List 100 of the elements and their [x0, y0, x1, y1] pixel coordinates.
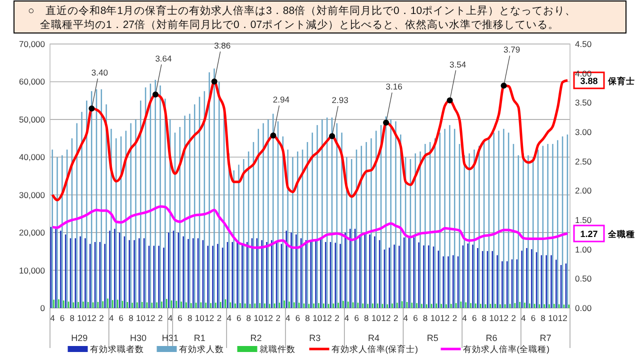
x-tick-label: 10	[77, 313, 87, 323]
x-tick-label: 6	[354, 313, 360, 323]
x-tick-label: 8	[540, 313, 546, 323]
x-tick-label: 6	[236, 313, 242, 323]
text: R6	[486, 333, 498, 343]
legend-label: 有効求人数	[178, 344, 224, 354]
y-tick-label: 50,000	[19, 114, 46, 124]
text: R2	[250, 333, 262, 343]
data-label: 3.79	[504, 44, 520, 55]
x-tick-label: 8	[305, 313, 310, 323]
y-tick-label: 40,000	[19, 152, 46, 162]
x-tick-label: 4	[168, 313, 173, 323]
text: H31	[162, 333, 178, 343]
y2-tick-label: 4.50	[575, 39, 592, 49]
x-tick-label: 8	[364, 313, 370, 323]
legend-label: 有効求人倍率(全職種)	[462, 344, 550, 354]
y-tick-label: 30,000	[19, 190, 46, 200]
text: H29	[71, 333, 88, 343]
x-tick-label: 12	[146, 313, 156, 323]
y2-tick-label: 1.50	[575, 215, 592, 225]
text: H30	[130, 333, 147, 343]
x-tick-label: 10	[254, 313, 264, 323]
data-label: 2.93	[332, 95, 349, 106]
x-tick-label: 4	[521, 313, 526, 323]
x-tick-label: 8	[128, 313, 134, 323]
x-tick-label: 8	[482, 313, 487, 323]
y2-tick-label: 3.00	[575, 127, 592, 137]
x-tick-label: 8	[70, 313, 75, 323]
y2-tick-label: 0.50	[575, 274, 592, 284]
x-tick-label: 8	[187, 313, 192, 323]
data-label: 3.54	[450, 59, 466, 70]
chart-subtitle: 全職種平均の1．27倍（対前年同月比で0．07ポイント減少）と比べると、依然高い水準で推移している。	[40, 18, 560, 31]
y-tick-label: 10,000	[19, 265, 46, 276]
text: 保育士	[607, 74, 635, 86]
x-tick-label: 2	[334, 313, 340, 323]
x-tick-label: 10	[430, 313, 440, 323]
data-label: 2.94	[272, 94, 290, 105]
text: R5	[426, 333, 438, 343]
x-tick-label: 4	[226, 313, 232, 323]
x-tick-label: 2	[158, 313, 164, 323]
x-tick-label: 12	[558, 313, 568, 323]
x-tick-label: 12	[499, 313, 509, 323]
y-tick-label: 20,000	[19, 228, 46, 238]
x-tick-label: 6	[295, 313, 300, 323]
data-label: 1.27	[580, 228, 598, 239]
y2-tick-label: 0.00	[575, 303, 592, 313]
x-tick-label: 10	[489, 313, 499, 323]
x-tick-label: 4	[344, 313, 350, 323]
y2-tick-label: 1.00	[575, 244, 592, 254]
x-tick-label: 10	[548, 313, 558, 323]
text: R7	[540, 333, 552, 343]
x-tick-label: 2	[99, 313, 104, 323]
x-tick-label: 12	[381, 313, 392, 323]
legend-label: 有効求職者数	[90, 344, 144, 354]
x-tick-label: 4	[462, 313, 468, 323]
x-tick-label: 2	[452, 313, 458, 323]
x-tick-label: 6	[530, 313, 536, 323]
legend-label: 有効求人倍率(保育士)	[331, 344, 418, 354]
x-tick-label: 6	[413, 313, 418, 323]
text: 全職種	[607, 228, 635, 239]
x-tick-label: 10	[136, 313, 146, 323]
y-tick-label: 70,000	[19, 39, 46, 49]
x-tick-label: 8	[422, 313, 428, 323]
y-tick-label: 60,000	[19, 76, 46, 87]
text: R3	[309, 333, 321, 343]
x-tick-label: 12	[264, 313, 274, 323]
x-tick-label: 6	[472, 313, 477, 323]
x-tick-label: 2	[276, 313, 281, 323]
chart-title: ○ 直近の令和8年1月の保育士の有効求人倍率は3．88倍（対前年同月比で0．10ポイント上昇）となっており、	[28, 4, 576, 17]
text: R1	[194, 333, 206, 343]
y2-tick-label: 2.50	[575, 156, 592, 166]
x-tick-label: 10	[194, 313, 205, 323]
y2-tick-label: 3.50	[575, 98, 592, 108]
data-label: 3.64	[155, 53, 172, 64]
data-label: 3.86	[214, 40, 231, 51]
x-tick-label: 4	[108, 313, 114, 323]
x-tick-label: 12	[322, 313, 332, 323]
x-tick-label: 2	[511, 313, 516, 323]
x-tick-label: 4	[403, 313, 408, 323]
line-series	[51, 205, 569, 249]
x-tick-label: 12	[86, 313, 97, 323]
x-tick-label: 4	[286, 313, 291, 323]
x-tick-label: 6	[118, 313, 124, 323]
y-tick-label: 0	[40, 303, 46, 313]
data-label: 3.16	[386, 82, 403, 92]
x-tick-label: 10	[312, 313, 322, 323]
line-series	[51, 78, 569, 202]
data-label: 3.40	[91, 68, 108, 78]
text: R4	[368, 333, 380, 343]
x-tick-label: 12	[440, 313, 450, 323]
x-tick-label: 2	[216, 313, 222, 323]
y2-tick-label: 2.00	[575, 186, 592, 196]
x-tick-label: 4	[50, 313, 56, 323]
x-tick-label: 2	[393, 313, 398, 323]
data-label: 3.88	[580, 76, 598, 86]
x-tick-label: 8	[246, 313, 252, 323]
x-tick-label: 6	[60, 313, 65, 323]
legend-label: 就職件数	[259, 344, 296, 354]
x-tick-label: 10	[371, 313, 382, 323]
x-tick-label: 6	[178, 313, 183, 323]
